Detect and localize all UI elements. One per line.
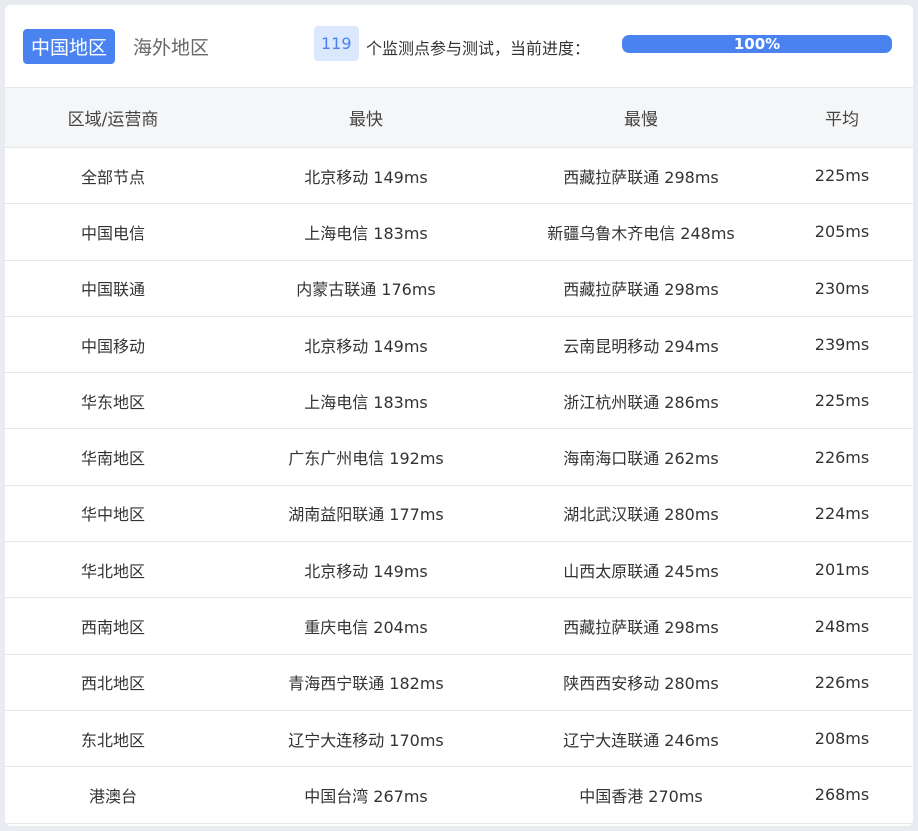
table-cell: 西藏拉萨联通 298ms bbox=[511, 597, 771, 655]
table-cell: 山西太原联通 245ms bbox=[511, 541, 771, 599]
table-row: 西南地区 重庆电信 204ms 西藏拉萨联通 298ms 248ms bbox=[5, 597, 913, 655]
table-cell: 港澳台 bbox=[5, 766, 221, 824]
table-cell: 全部节点 bbox=[5, 147, 221, 205]
table-cell: 西南地区 bbox=[5, 597, 221, 655]
table-cell: 内蒙古联通 176ms bbox=[221, 260, 511, 317]
table-row: 华中地区 湖南益阳联通 177ms 湖北武汉联通 280ms 224ms bbox=[5, 485, 913, 543]
node-count-badge: 119 bbox=[314, 26, 359, 61]
table-cell: 248ms bbox=[771, 597, 913, 655]
table-cell: 北京移动 149ms bbox=[221, 541, 511, 599]
table-cell: 湖北武汉联通 280ms bbox=[511, 485, 771, 543]
table-cell: 225ms bbox=[771, 147, 913, 205]
table-cell: 青海西宁联通 182ms bbox=[221, 654, 511, 711]
table-cell: 226ms bbox=[771, 654, 913, 711]
table-cell: 辽宁大连移动 170ms bbox=[221, 710, 511, 768]
table-cell: 陕西西安移动 280ms bbox=[511, 654, 771, 711]
table-cell: 华东地区 bbox=[5, 372, 221, 430]
table-cell: 东北地区 bbox=[5, 710, 221, 768]
table-row: 华南地区 广东广州电信 192ms 海南海口联通 262ms 226ms bbox=[5, 428, 913, 486]
speed-test-card: 中国地区 海外地区 119 个监测点参与测试，当前进度： 100% 区域/运营商… bbox=[5, 5, 913, 826]
table-cell: 中国电信 bbox=[5, 203, 221, 261]
table-cell: 上海电信 183ms bbox=[221, 372, 511, 430]
table-row: 港澳台 中国台湾 267ms 中国香港 270ms 268ms bbox=[5, 766, 913, 824]
table-row: 全部节点 北京移动 149ms 西藏拉萨联通 298ms 225ms bbox=[5, 147, 913, 205]
table-cell: 华中地区 bbox=[5, 485, 221, 543]
column-header: 平均 bbox=[771, 87, 913, 148]
tab-overseas[interactable]: 海外地区 bbox=[133, 36, 210, 59]
table-cell: 中国联通 bbox=[5, 260, 221, 317]
table-cell: 226ms bbox=[771, 428, 913, 486]
table-cell: 西藏拉萨联通 298ms bbox=[511, 147, 771, 205]
table-cell: 中国移动 bbox=[5, 316, 221, 374]
table-cell: 224ms bbox=[771, 485, 913, 543]
table-cell: 208ms bbox=[771, 710, 913, 768]
tab-china[interactable]: 中国地区 bbox=[23, 28, 116, 64]
results-table: 区域/运营商 最快 最慢 平均 全部节点 北京移动 149ms 西藏拉萨联通 298ms 2… bbox=[5, 87, 913, 824]
table-cell: 北京移动 149ms bbox=[221, 316, 511, 374]
table-cell: 205ms bbox=[771, 203, 913, 261]
table-row: 中国移动 北京移动 149ms 云南昆明移动 294ms 239ms bbox=[5, 316, 913, 374]
table-cell: 北京移动 149ms bbox=[221, 147, 511, 205]
table-row: 华北地区 北京移动 149ms 山西太原联通 245ms 201ms bbox=[5, 541, 913, 599]
table-cell: 华北地区 bbox=[5, 541, 221, 599]
table-cell: 辽宁大连联通 246ms bbox=[511, 710, 771, 768]
table-row: 西北地区 青海西宁联通 182ms 陕西西安移动 280ms 226ms bbox=[5, 654, 913, 711]
table-row: 中国联通 内蒙古联通 176ms 西藏拉萨联通 298ms 230ms bbox=[5, 260, 913, 317]
column-header: 区域/运营商 bbox=[5, 87, 221, 148]
column-header: 最慢 bbox=[511, 87, 771, 148]
table-cell: 上海电信 183ms bbox=[221, 203, 511, 261]
table-cell: 新疆乌鲁木齐电信 248ms bbox=[511, 203, 771, 261]
table-row: 中国电信 上海电信 183ms 新疆乌鲁木齐电信 248ms 205ms bbox=[5, 203, 913, 261]
table-cell: 239ms bbox=[771, 316, 913, 374]
table-cell: 浙江杭州联通 286ms bbox=[511, 372, 771, 430]
table-row: 东北地区 辽宁大连移动 170ms 辽宁大连联通 246ms 208ms bbox=[5, 710, 913, 768]
table-cell: 海南海口联通 262ms bbox=[511, 428, 771, 486]
table-cell: 中国香港 270ms bbox=[511, 766, 771, 824]
table-cell: 湖南益阳联通 177ms bbox=[221, 485, 511, 543]
progress-label: 个监测点参与测试，当前进度： bbox=[366, 39, 591, 58]
toolbar: 中国地区 海外地区 119 个监测点参与测试，当前进度： 100% bbox=[5, 5, 913, 87]
table-cell: 云南昆明移动 294ms bbox=[511, 316, 771, 374]
table-row: 华东地区 上海电信 183ms 浙江杭州联通 286ms 225ms bbox=[5, 372, 913, 430]
table-cell: 华南地区 bbox=[5, 428, 221, 486]
column-header: 最快 bbox=[221, 87, 511, 148]
table-cell: 重庆电信 204ms bbox=[221, 597, 511, 655]
table-cell: 268ms bbox=[771, 766, 913, 824]
table-cell: 西藏拉萨联通 298ms bbox=[511, 260, 771, 317]
table-cell: 225ms bbox=[771, 372, 913, 430]
table-cell: 230ms bbox=[771, 260, 913, 317]
table-cell: 中国台湾 267ms bbox=[221, 766, 511, 824]
table-cell: 西北地区 bbox=[5, 654, 221, 711]
table-cell: 广东广州电信 192ms bbox=[221, 428, 511, 486]
progress-bar: 100% bbox=[622, 35, 892, 53]
table-cell: 201ms bbox=[771, 541, 913, 599]
